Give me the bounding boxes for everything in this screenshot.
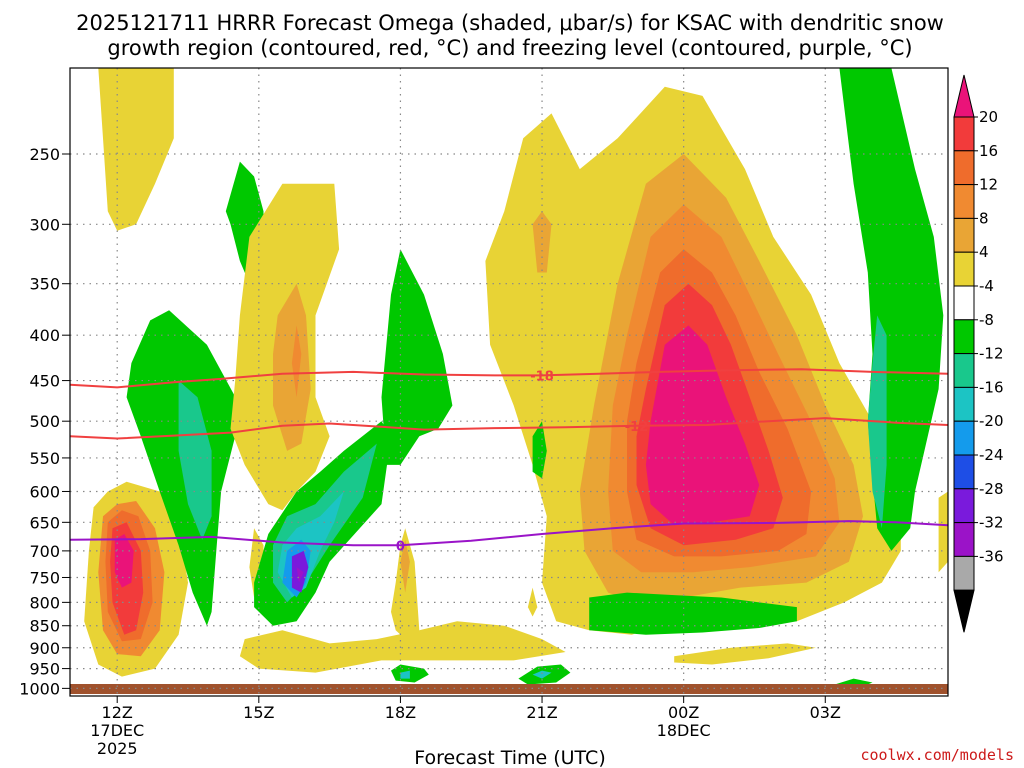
colorbar-swatch bbox=[953, 217, 975, 253]
x-tick-date: 18DEC bbox=[657, 721, 711, 740]
x-tick-label: 15Z bbox=[243, 703, 274, 722]
y-axis: 250 300 350 400 450 500 550 600 650 700 750 800 850 9… bbox=[19, 145, 70, 698]
omega-region-cyan bbox=[400, 670, 410, 679]
contour-label: 0 bbox=[396, 539, 405, 554]
y-tick-label: 650 bbox=[29, 513, 60, 532]
omega-region-yellow bbox=[938, 491, 948, 573]
colorbar-label: 12 bbox=[979, 176, 998, 194]
y-tick-label: 400 bbox=[29, 326, 60, 345]
contour-0 bbox=[70, 520, 948, 547]
colorbar-label: -24 bbox=[979, 446, 1004, 464]
colorbar-label: 20 bbox=[979, 108, 998, 126]
grid-lines bbox=[70, 68, 948, 696]
y-tick-label: 500 bbox=[29, 412, 60, 431]
omega-region-lorange bbox=[291, 325, 302, 398]
x-tick-label: 03Z bbox=[810, 703, 841, 722]
colorbar-swatch bbox=[953, 386, 975, 422]
x-tick-label: 21Z bbox=[526, 703, 557, 722]
omega-region-green bbox=[839, 68, 944, 551]
omega-region-gold bbox=[532, 211, 552, 273]
colorbar-label: -28 bbox=[979, 480, 1004, 498]
omega-region-cyan bbox=[532, 670, 552, 679]
contour-label: -12 bbox=[625, 420, 649, 435]
y-tick-label: 800 bbox=[29, 593, 60, 612]
colorbar-label: -36 bbox=[979, 547, 1004, 565]
y-tick-label: 750 bbox=[29, 568, 60, 587]
x-tick-year: 2025 bbox=[97, 739, 138, 758]
y-tick-label: 250 bbox=[29, 145, 60, 164]
omega-region-green bbox=[532, 421, 547, 479]
credit-text: coolwx.com/models bbox=[860, 746, 1014, 764]
colorbar-swatch bbox=[953, 353, 975, 388]
colorbar-label: -32 bbox=[979, 514, 1004, 532]
omega-region-pink bbox=[114, 534, 134, 588]
y-tick-label: 900 bbox=[29, 639, 60, 658]
y-tick-label: 450 bbox=[29, 372, 60, 391]
y-tick-label: 850 bbox=[29, 617, 60, 636]
colorbar-label: 16 bbox=[979, 142, 998, 160]
y-tick-label: 1000 bbox=[19, 679, 60, 698]
y-tick-label: 950 bbox=[29, 660, 60, 679]
contour--12 bbox=[70, 417, 948, 440]
colorbar-swatch bbox=[953, 488, 975, 524]
colorbar-bottom-triangle bbox=[953, 589, 975, 633]
chart-title-line-1: 2025121711 HRRR Forecast Omega (shaded, … bbox=[76, 11, 944, 35]
colorbar-swatch bbox=[953, 522, 975, 557]
colorbar: 20 16 12 8 4 -4 -8 -12 -16 -20 -24 -28 -32 -36 bbox=[953, 74, 1004, 633]
colorbar-label: 4 bbox=[979, 243, 989, 261]
colorbar-swatch bbox=[953, 184, 975, 219]
colorbar-label: -4 bbox=[979, 277, 994, 295]
y-tick-label: 350 bbox=[29, 275, 60, 294]
x-tick-label: 00Z bbox=[668, 703, 699, 722]
x-tick-label: 12Z bbox=[102, 703, 133, 722]
omega-region-gold bbox=[400, 539, 410, 593]
colorbar-label: -12 bbox=[979, 345, 1004, 363]
colorbar-label: -8 bbox=[979, 311, 994, 329]
y-tick-label: 550 bbox=[29, 449, 60, 468]
colorbar-swatch bbox=[953, 116, 975, 152]
omega-region-gold bbox=[273, 283, 311, 451]
colorbar-swatch bbox=[953, 285, 975, 321]
colorbar-swatch bbox=[953, 150, 975, 186]
omega-region-yellow bbox=[674, 643, 816, 665]
colorbar-swatch bbox=[953, 420, 975, 456]
x-axis-label: Forecast Time (UTC) bbox=[414, 747, 605, 768]
x-tick-date: 17DEC bbox=[90, 721, 144, 740]
colorbar-label: 8 bbox=[979, 209, 989, 227]
colorbar-swatch bbox=[953, 454, 975, 490]
omega-region-yellow bbox=[239, 621, 566, 673]
omega-region-yellow bbox=[98, 68, 174, 231]
colorbar-swatch bbox=[953, 319, 975, 355]
y-tick-label: 300 bbox=[29, 215, 60, 234]
omega-region-green bbox=[381, 249, 453, 465]
colorbar-top-triangle bbox=[953, 74, 975, 118]
omega-region-green bbox=[589, 592, 797, 635]
colorbar-label: -16 bbox=[979, 378, 1004, 396]
x-tick-label: 18Z bbox=[385, 703, 416, 722]
colorbar-swatch bbox=[953, 555, 975, 591]
omega-region-violet bbox=[296, 567, 304, 583]
ground-strip bbox=[70, 684, 948, 694]
chart-title-line-2: growth region (contoured, red, °C) and f… bbox=[107, 36, 912, 60]
colorbar-label: -20 bbox=[979, 412, 1004, 430]
contour--18 bbox=[70, 368, 948, 389]
y-tick-label: 600 bbox=[29, 482, 60, 501]
colorbar-swatch bbox=[953, 251, 975, 287]
contour-label: -18 bbox=[530, 369, 554, 384]
omega-region-teal bbox=[178, 380, 212, 540]
plot-frame bbox=[69, 67, 949, 697]
contour-lines: -18 -12 0 bbox=[70, 368, 948, 554]
y-tick-label: 700 bbox=[29, 542, 60, 561]
omega-shading bbox=[84, 68, 948, 689]
